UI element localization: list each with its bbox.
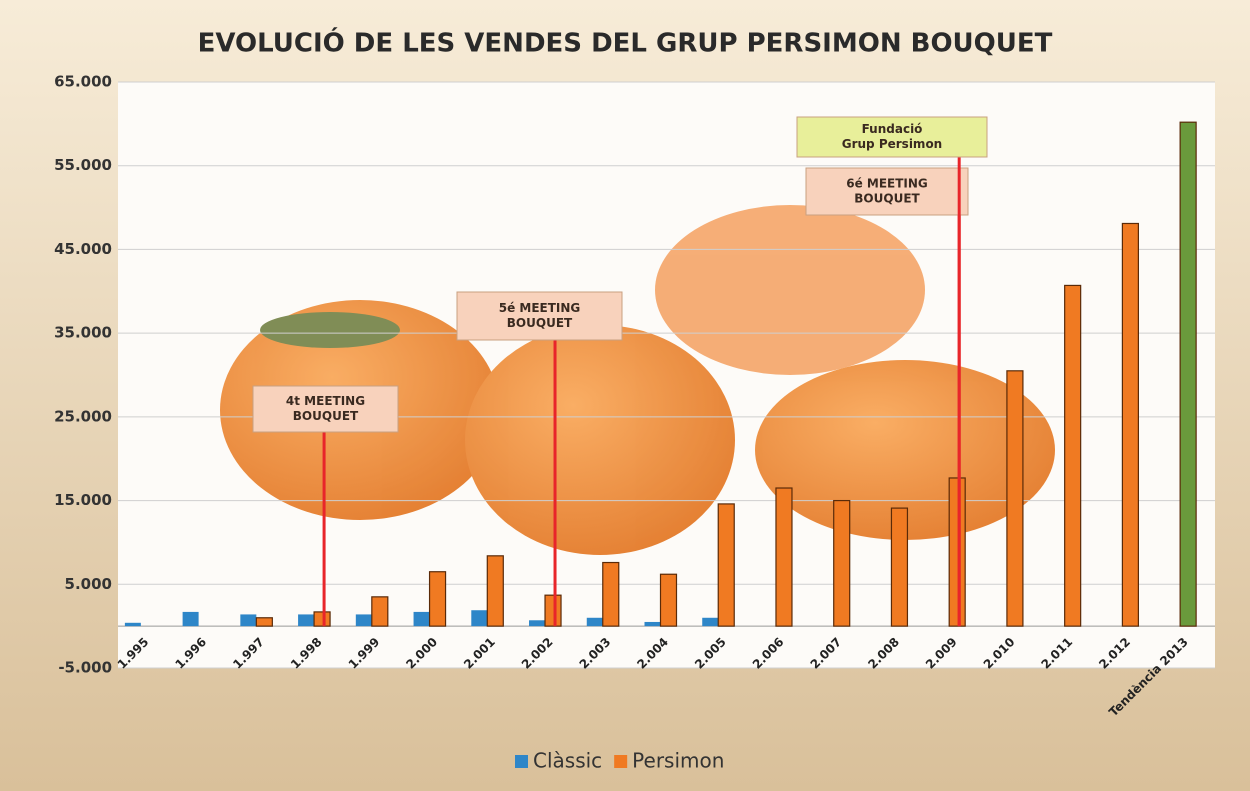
bar (948, 477, 966, 627)
bar (313, 611, 331, 627)
chart-title: EVOLUCIÓ DE LES VENDES DEL GRUP PERSIMON… (198, 27, 1053, 59)
annotation-text: 5é MEETING (499, 301, 581, 315)
bar (659, 573, 678, 627)
y-tick-label: 15.000 (54, 491, 112, 509)
bar (255, 617, 273, 627)
bar (1006, 370, 1024, 627)
legend-label: Clàssic (533, 749, 602, 773)
legend-label: Persimon (632, 749, 724, 773)
y-tick-label: 35.000 (54, 324, 112, 342)
y-tick-label: 45.000 (54, 240, 112, 258)
annotation-box (796, 116, 988, 158)
bar (586, 617, 603, 627)
annotation-text: BOUQUET (507, 316, 573, 330)
bar (355, 614, 372, 627)
annotation-box (456, 291, 623, 341)
bar (644, 621, 661, 627)
bar (1121, 222, 1139, 627)
bar (775, 487, 793, 627)
bar (428, 571, 447, 627)
annotation-text: 6é MEETING (846, 177, 928, 191)
bar (298, 614, 315, 627)
y-tick-label: 55.000 (54, 156, 112, 174)
bar (1064, 284, 1082, 627)
bar (371, 596, 389, 627)
bar (544, 594, 562, 627)
bar (1179, 121, 1197, 627)
annotation-box (252, 385, 399, 433)
bar (471, 610, 488, 627)
bar (486, 555, 504, 627)
annotation-box (805, 167, 969, 216)
y-tick-label: 5.000 (65, 575, 112, 593)
bar (890, 507, 909, 627)
bar (182, 611, 199, 627)
annotation-text: BOUQUET (293, 409, 359, 423)
y-tick-label: -5.000 (58, 659, 112, 677)
annotation-text: 4t MEETING (286, 394, 365, 408)
bar (529, 620, 546, 627)
annotation-text: BOUQUET (854, 192, 920, 206)
legend-swatch (614, 755, 628, 768)
bar (717, 503, 735, 627)
bar (413, 611, 430, 627)
bar (702, 617, 719, 627)
y-tick-label: 65.000 (54, 73, 112, 91)
annotation-text: Grup Persimon (842, 137, 942, 151)
y-tick-label: 25.000 (54, 407, 112, 425)
bar (124, 622, 141, 627)
bar (240, 614, 257, 627)
bar (602, 561, 620, 627)
legend-swatch (515, 755, 528, 768)
bar (833, 499, 851, 627)
annotation-text: Fundació (862, 122, 923, 136)
